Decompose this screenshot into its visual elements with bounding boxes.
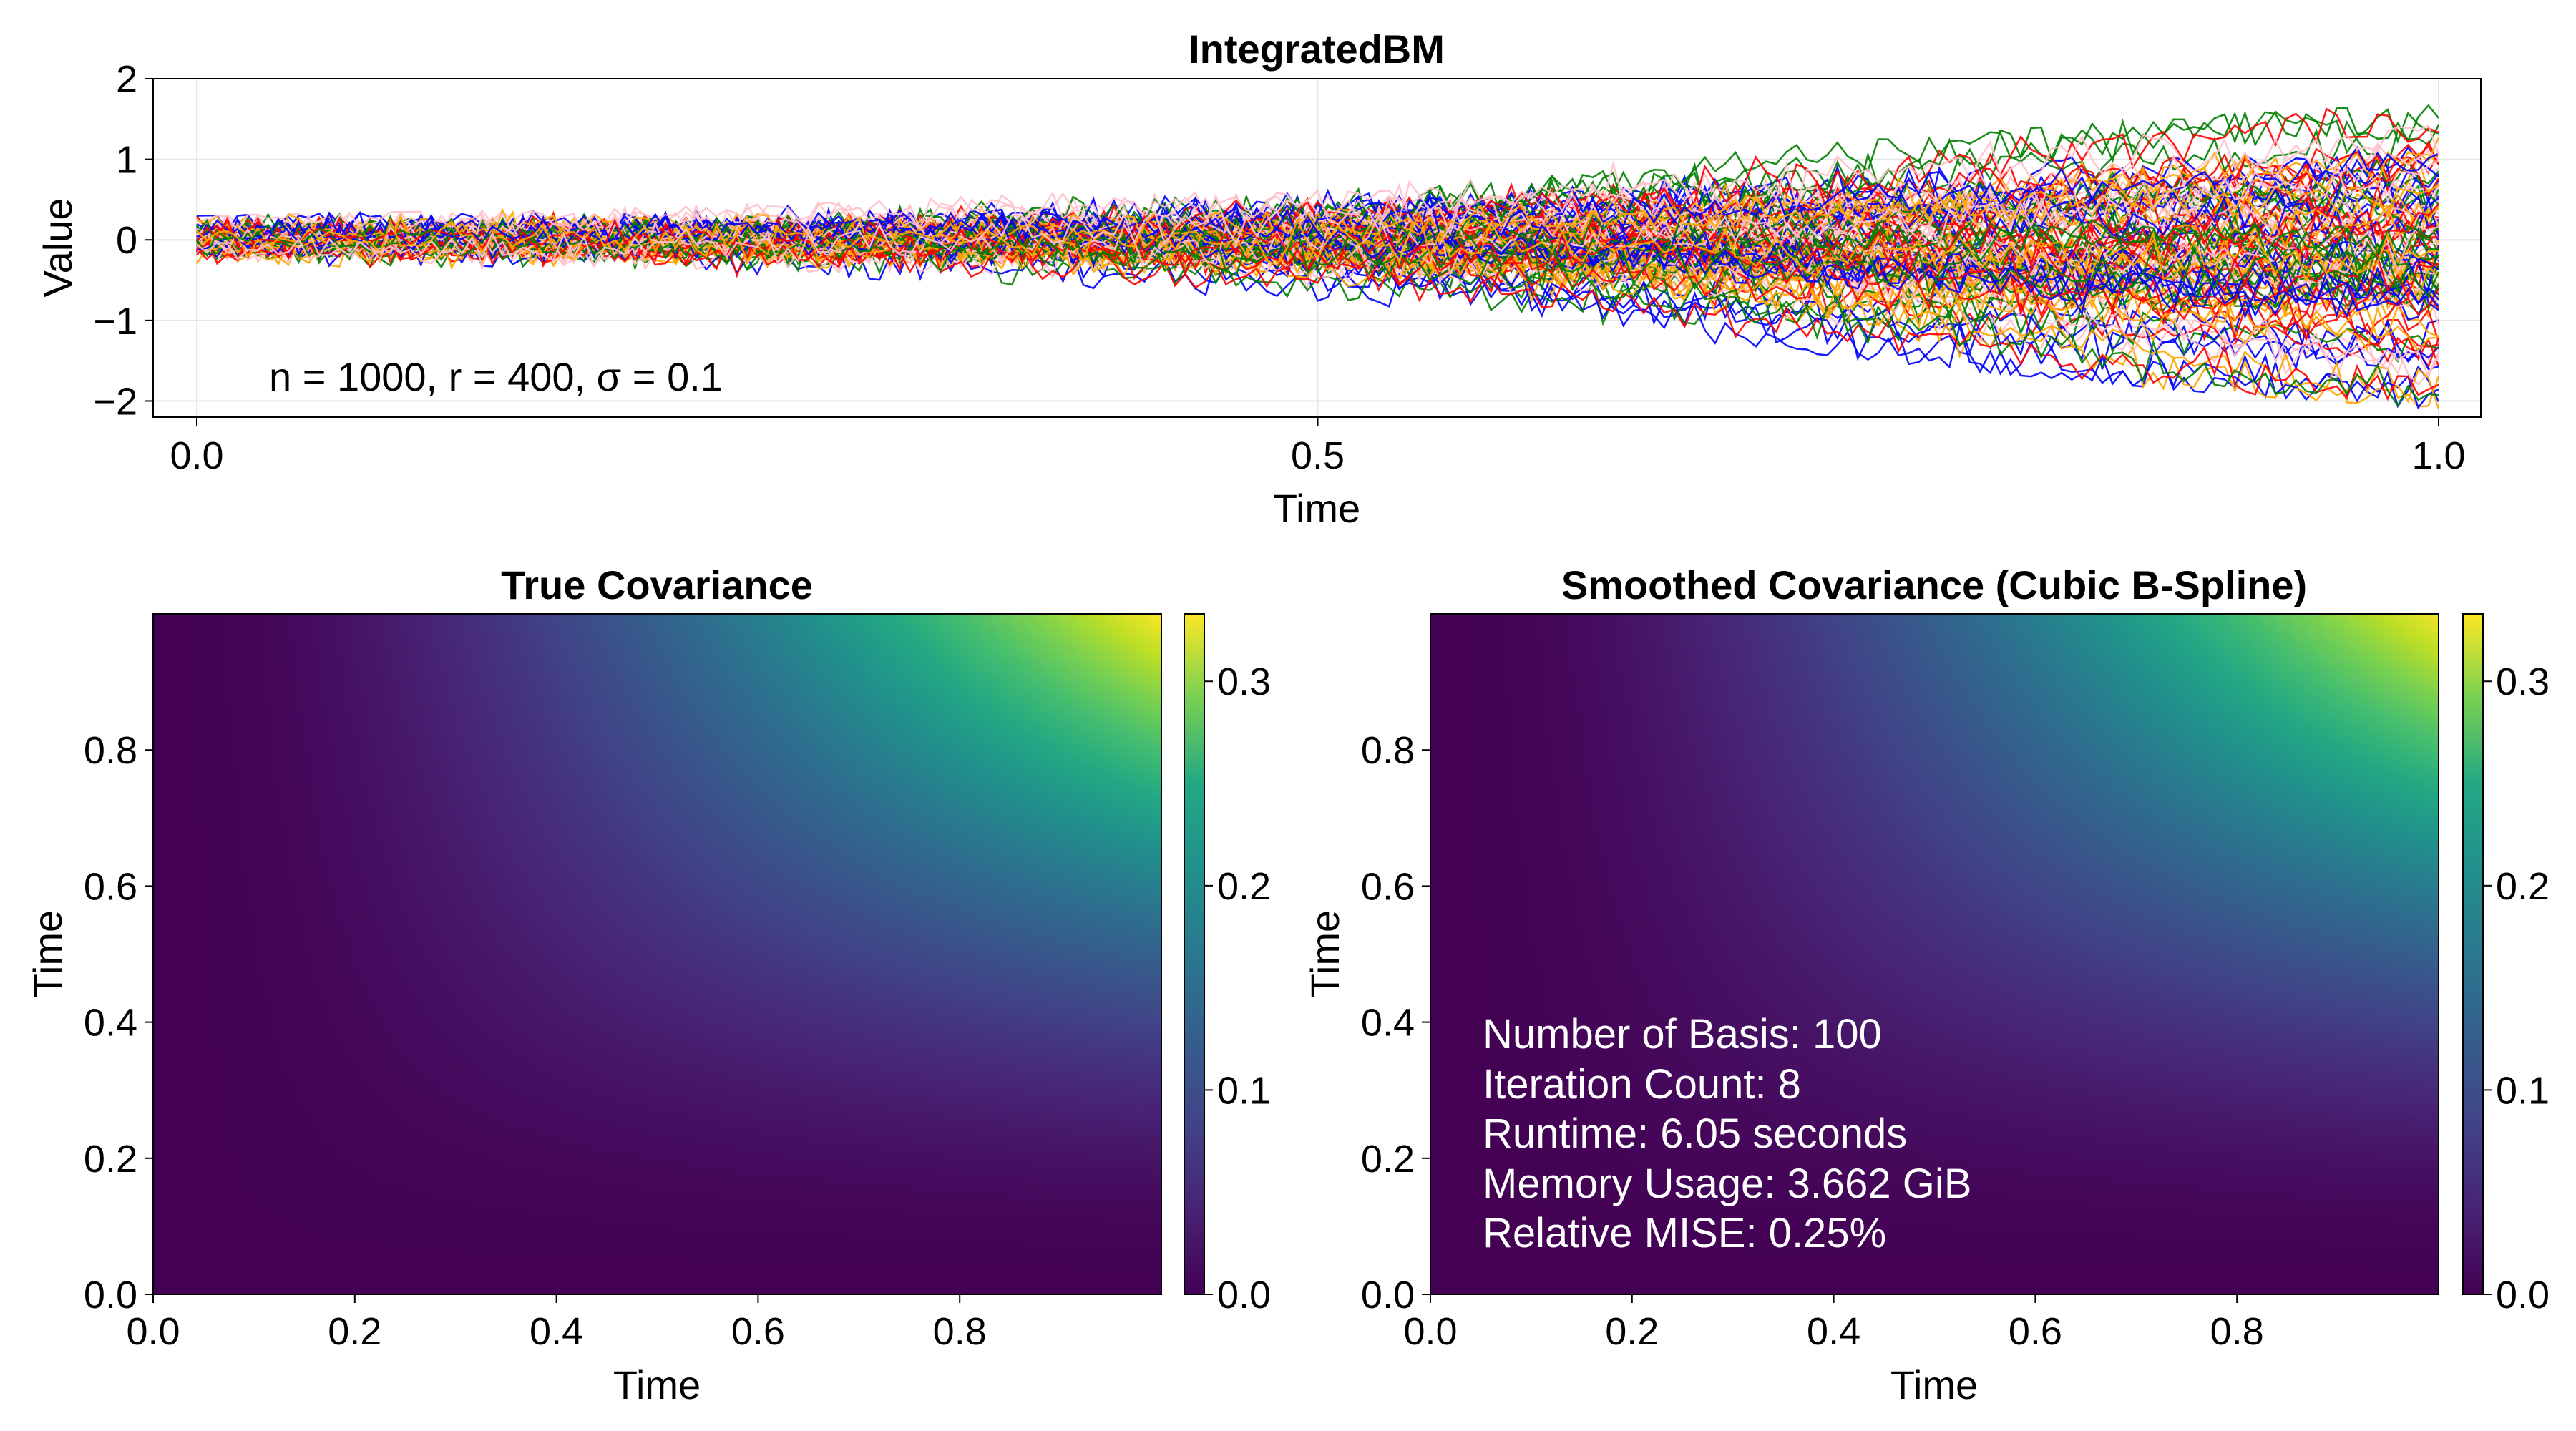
heatmap-y-tick-label: 0.0 (1361, 1274, 1415, 1317)
top-series-line (195, 223, 2440, 298)
colorbar-tick-label: 0.2 (2496, 865, 2550, 908)
top-series-line (196, 213, 2439, 318)
top-series-line (195, 184, 2440, 258)
right-axes-frame (1430, 613, 2439, 1295)
right-heatmap (1430, 614, 2439, 1294)
top-panel: IntegratedBM 0.0 0.5 1.0 −2 −1 0 1 2 Time Value… (35, 26, 2482, 531)
top-y-axis-label: Value (35, 197, 80, 297)
heatmap-y-tick-label: 0.2 (84, 1138, 137, 1181)
top-y-tick-label: −1 (93, 300, 137, 343)
colorbar-tick-label: 0.2 (1217, 865, 1271, 908)
right-annotation-basis: Number of Basis: 100 (1483, 1011, 1882, 1058)
heatmap-y-tick-label: 0.4 (84, 1002, 137, 1045)
colorbar-tick-label: 0.1 (1217, 1069, 1271, 1112)
right-annotation-memory: Memory Usage: 3.662 GiB (1483, 1161, 1971, 1207)
left-x-axis-label: Time (613, 1362, 701, 1407)
heatmap-x-tick-label: 0.8 (2210, 1310, 2264, 1353)
heatmap-y-tick-label: 0.2 (1361, 1138, 1415, 1181)
top-y-tick-label: 1 (116, 139, 137, 182)
heatmap-x-tick-label: 0.4 (1807, 1310, 1860, 1353)
heatmap-x-tick-label: 0.6 (2009, 1310, 2062, 1353)
right-heatmap-panel: Smoothed Covariance (Cubic B-Spline) 0.0… (1302, 562, 2550, 1407)
colorbar-tick-label: 0.0 (1217, 1274, 1271, 1317)
left-y-axis-label: Time (25, 910, 70, 997)
heatmap-x-tick-label: 0.8 (933, 1310, 987, 1353)
colorbar-tick-label: 0.3 (1217, 660, 1271, 703)
right-colorbar (2462, 613, 2484, 1295)
heatmap-x-tick-label: 0.0 (1403, 1310, 1457, 1353)
heatmap-x-tick-label: 0.0 (126, 1310, 180, 1353)
right-annotation-mise: Relative MISE: 0.25% (1483, 1210, 1886, 1256)
colorbar-tick-label: 0.1 (2496, 1069, 2550, 1112)
right-annotation-runtime: Runtime: 6.05 seconds (1483, 1110, 1907, 1157)
top-annotation: n = 1000, r = 400, σ = 0.1 (269, 354, 723, 399)
colorbar-tick-label: 0.0 (2496, 1274, 2550, 1317)
heatmap-y-tick-label: 0.8 (1361, 729, 1415, 772)
left-title: True Covariance (501, 562, 813, 607)
heatmap-y-tick-label: 0.6 (84, 865, 137, 908)
right-colorbar-ticks: 0.0 0.1 0.2 0.3 (2483, 660, 2550, 1317)
heatmap-y-tick-label: 0.6 (1361, 865, 1415, 908)
colorbar-tick-label: 0.3 (2496, 660, 2550, 703)
top-x-tick-label: 1.0 (2411, 434, 2465, 477)
right-y-axis-label: Time (1302, 910, 1347, 997)
top-y-tick-label: 0 (116, 219, 137, 262)
top-x-tick-label: 0.5 (1291, 434, 1345, 477)
heatmap-y-tick-label: 0.4 (1361, 1002, 1415, 1045)
left-colorbar (1184, 613, 1205, 1295)
top-ticks: 0.0 0.5 1.0 −2 −1 0 1 2 (93, 58, 2465, 477)
left-heatmap-panel: True Covariance 0.0 0.2 0.4 0.6 0.8 0.0 0.2 0.4… (25, 562, 1271, 1407)
heatmap-x-tick-label: 0.6 (731, 1310, 785, 1353)
heatmap-y-tick-label: 0.8 (84, 729, 137, 772)
heatmap-y-tick-label: 0.0 (84, 1274, 137, 1317)
left-colorbar-ticks: 0.0 0.1 0.2 0.3 (1204, 660, 1271, 1317)
right-annotations: Number of Basis: 100 Iteration Count: 8 … (1483, 1011, 1971, 1256)
top-y-tick-label: −2 (93, 380, 137, 423)
top-x-axis-label: Time (1273, 486, 1360, 531)
top-series-line (196, 124, 2440, 269)
right-x-axis-label: Time (1890, 1362, 1978, 1407)
heatmap-x-tick-label: 0.2 (328, 1310, 381, 1353)
heatmap-x-tick-label: 0.2 (1605, 1310, 1659, 1353)
heatmap-x-tick-label: 0.4 (530, 1310, 583, 1353)
left-ticks: 0.0 0.2 0.4 0.6 0.8 0.0 0.2 0.4 0.6 0.8 (84, 729, 987, 1353)
right-ticks: 0.0 0.2 0.4 0.6 0.8 0.0 0.2 0.4 0.6 0.8 (1361, 729, 2264, 1353)
top-title: IntegratedBM (1189, 26, 1445, 72)
left-axes-frame (152, 613, 1162, 1295)
right-annotation-iterations: Iteration Count: 8 (1483, 1061, 1801, 1108)
top-lines (195, 104, 2440, 410)
top-y-tick-label: 2 (116, 58, 137, 101)
right-title: Smoothed Covariance (Cubic B-Spline) (1561, 562, 2307, 607)
left-heatmap (153, 614, 1161, 1294)
top-x-tick-label: 0.0 (170, 434, 223, 477)
top-series-line (196, 210, 2439, 284)
